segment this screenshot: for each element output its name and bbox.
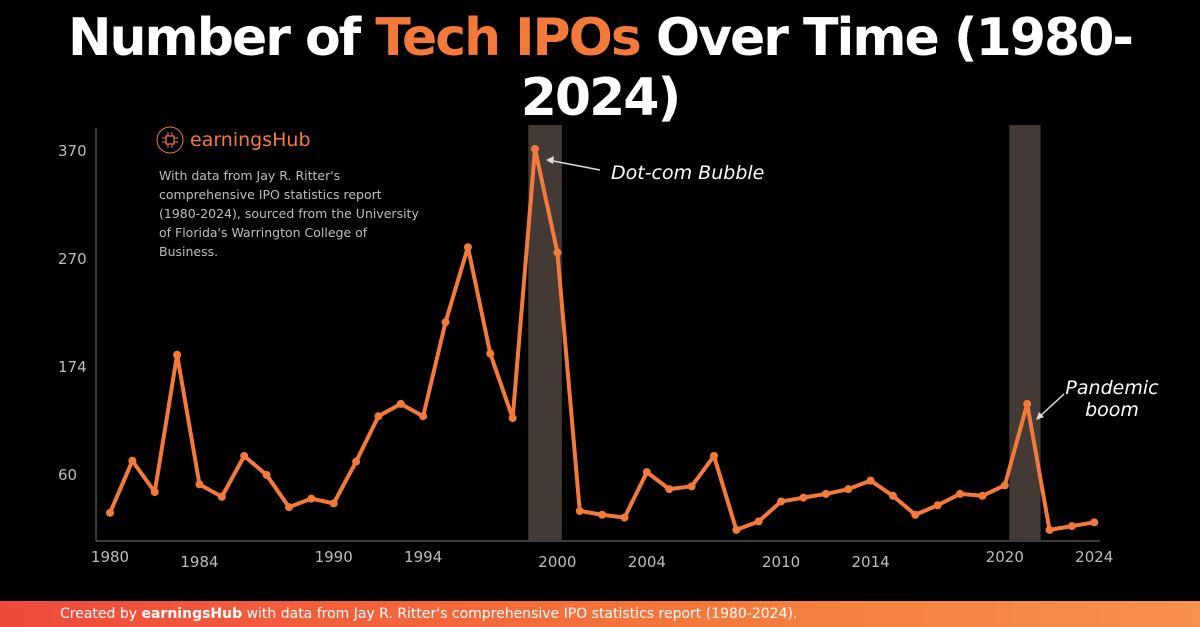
x-tick-label: 1980: [91, 548, 129, 566]
x-tick-label: 1984: [180, 553, 218, 571]
data-point-1991: [352, 457, 361, 466]
data-point-2008: [732, 525, 741, 534]
data-point-2021: [1023, 399, 1032, 408]
x-tick-label: 2020: [986, 548, 1024, 566]
data-point-2013: [844, 485, 853, 494]
data-point-1981: [128, 456, 137, 465]
data-point-1987: [262, 470, 271, 479]
brand-logo: earningsHub: [156, 126, 311, 154]
data-point-2009: [754, 517, 763, 526]
data-point-2000: [553, 248, 562, 257]
data-point-2023: [1067, 522, 1076, 531]
data-point-2001: [575, 506, 584, 515]
annotation-pandemic: boom: [1085, 399, 1139, 421]
x-tick-label: 1994: [404, 548, 442, 566]
data-point-2016: [911, 510, 920, 519]
shaded-band-1: [1009, 125, 1041, 540]
data-point-2020: [1000, 481, 1009, 490]
title-text: Number of: [68, 8, 376, 68]
arrow-head-icon: [546, 156, 554, 164]
data-point-1988: [284, 503, 293, 512]
title-text-end: Over Time (1980-2024): [520, 8, 1134, 128]
data-point-1998: [508, 414, 517, 423]
data-point-2018: [956, 489, 965, 498]
chip-icon: [156, 126, 184, 154]
footer-brand: earningsHub: [141, 606, 243, 622]
data-point-1996: [463, 243, 472, 252]
data-point-1993: [396, 399, 405, 408]
y-tick-label: 60: [58, 466, 77, 484]
data-point-2003: [620, 513, 629, 522]
data-point-2012: [821, 489, 830, 498]
data-point-1985: [217, 492, 226, 501]
x-tick-label: 2010: [762, 553, 800, 571]
annotation-arrow: [547, 159, 601, 171]
y-tick-label: 174: [58, 358, 87, 376]
footer: Created by earningsHub with data from Ja…: [0, 601, 1200, 627]
data-point-2015: [888, 491, 897, 500]
x-tick-label: 1990: [315, 548, 353, 566]
data-point-2017: [933, 501, 942, 510]
annotation-dotcom: Dot-com Bubble: [611, 162, 764, 184]
annotation-pandemic: Pandemic: [1065, 377, 1159, 399]
data-point-2022: [1045, 525, 1054, 534]
y-tick-label: 270: [58, 250, 87, 268]
source-note: With data from Jay R. Ritter's comprehen…: [159, 168, 419, 259]
data-point-2007: [709, 452, 718, 460]
data-point-2005: [665, 485, 674, 494]
data-point-1989: [307, 494, 316, 503]
data-point-2004: [642, 468, 651, 477]
data-point-1995: [441, 318, 450, 327]
data-point-2024: [1090, 518, 1099, 527]
y-tick-label: 370: [58, 142, 87, 160]
data-point-2011: [799, 493, 808, 502]
title-highlight: Tech IPOs: [375, 8, 641, 68]
data-point-1999: [531, 144, 540, 153]
x-tick-label: 2014: [851, 553, 889, 571]
data-point-1992: [374, 412, 383, 421]
data-point-1986: [240, 452, 249, 460]
page-title: Number of Tech IPOs Over Time (1980-2024…: [0, 8, 1200, 128]
brand-name: earningsHub: [190, 129, 311, 151]
data-point-2010: [777, 497, 786, 506]
data-point-1982: [150, 488, 159, 496]
data-point-2006: [687, 482, 696, 491]
data-point-2019: [978, 491, 987, 500]
data-point-1997: [486, 349, 495, 358]
line-chart: 60 174 270 370 1980 1984 1990 1994 2000 2004 2010 2…: [58, 125, 1159, 571]
annotation-arrow: [1037, 393, 1065, 419]
x-tick-label: 2000: [538, 553, 576, 571]
data-point-2014: [866, 476, 875, 485]
data-point-1980: [106, 508, 114, 517]
arrow-head-icon: [1036, 412, 1044, 420]
data-point-1983: [173, 350, 182, 359]
x-tick-label: 2004: [628, 553, 666, 571]
data-point-1984: [195, 480, 204, 489]
data-point-1994: [419, 412, 428, 421]
footer-text-end: with data from Jay R. Ritter's comprehen…: [242, 606, 798, 622]
data-point-1990: [329, 499, 338, 508]
data-point-2002: [598, 510, 607, 519]
x-tick-label: 2024: [1075, 548, 1113, 566]
footer-text: Created by: [60, 606, 142, 622]
